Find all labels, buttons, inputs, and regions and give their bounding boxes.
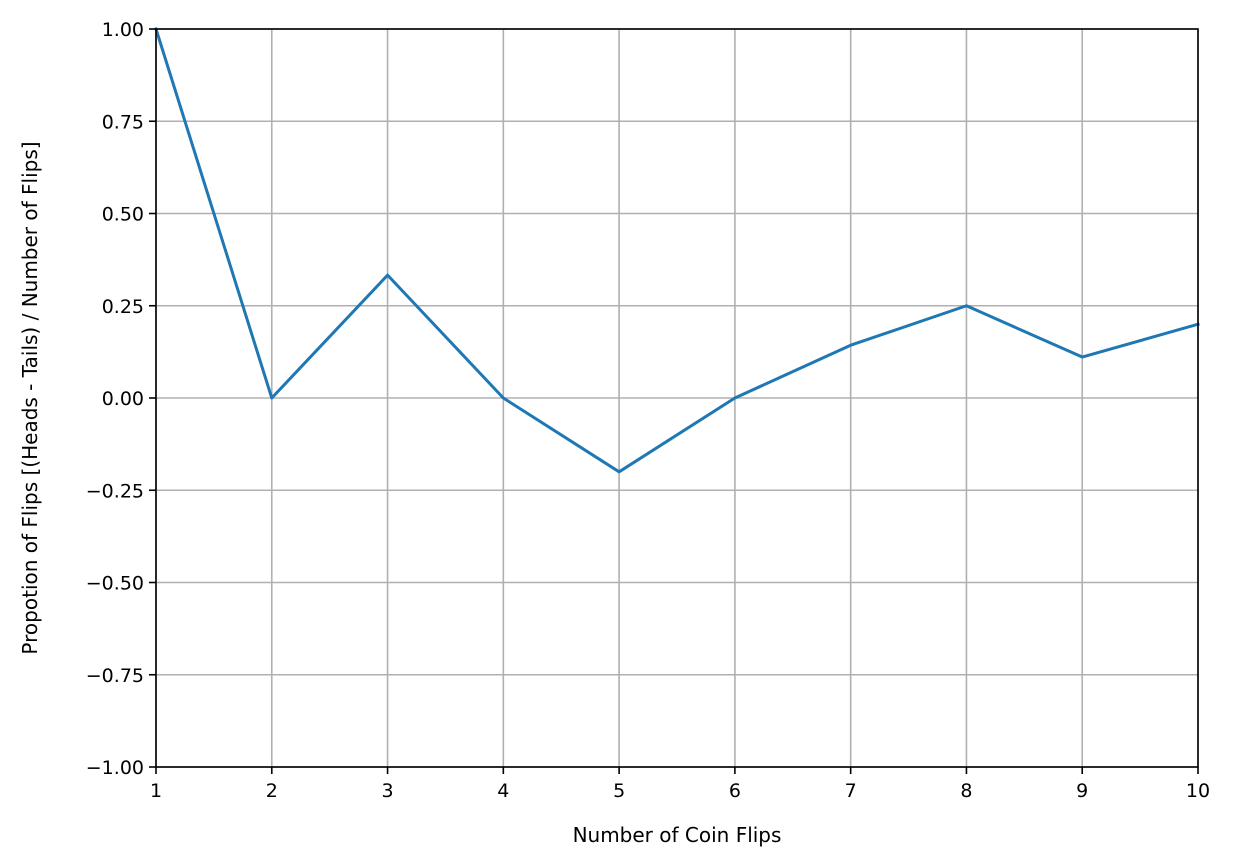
x-axis-ticks: 1 2 3 4 5 6 7 8 9 10 — [150, 767, 1210, 802]
y-tick-label: 0.50 — [102, 204, 144, 226]
x-tick-label: 8 — [960, 780, 972, 802]
y-tick-label: 0.25 — [102, 296, 144, 318]
y-tick-label: −1.00 — [86, 757, 144, 779]
y-tick-label: 0.00 — [102, 388, 144, 410]
y-tick-label: −0.25 — [86, 480, 144, 502]
y-axis-ticks: −1.00 −0.75 −0.50 −0.25 0.00 0.25 0.50 0.75 1.00 — [86, 19, 156, 779]
y-axis-label: Propotion of Flips [(Heads - Tails) / Nu… — [18, 141, 42, 654]
x-tick-label: 4 — [497, 780, 509, 802]
x-tick-label: 9 — [1076, 780, 1088, 802]
x-tick-label: 1 — [150, 780, 162, 802]
x-tick-label: 7 — [845, 780, 857, 802]
series-layer — [154, 27, 1200, 474]
y-tick-label: 0.75 — [102, 111, 144, 133]
x-axis-label: Number of Coin Flips — [573, 823, 782, 847]
series-line — [154, 27, 1200, 474]
x-tick-label: 2 — [266, 780, 278, 802]
x-tick-label: 10 — [1186, 780, 1210, 802]
x-tick-label: 5 — [613, 780, 625, 802]
y-tick-label: 1.00 — [102, 19, 144, 41]
y-tick-label: −0.75 — [86, 665, 144, 687]
x-tick-label: 6 — [729, 780, 741, 802]
x-tick-label: 3 — [382, 780, 394, 802]
y-tick-label: −0.50 — [86, 573, 144, 595]
